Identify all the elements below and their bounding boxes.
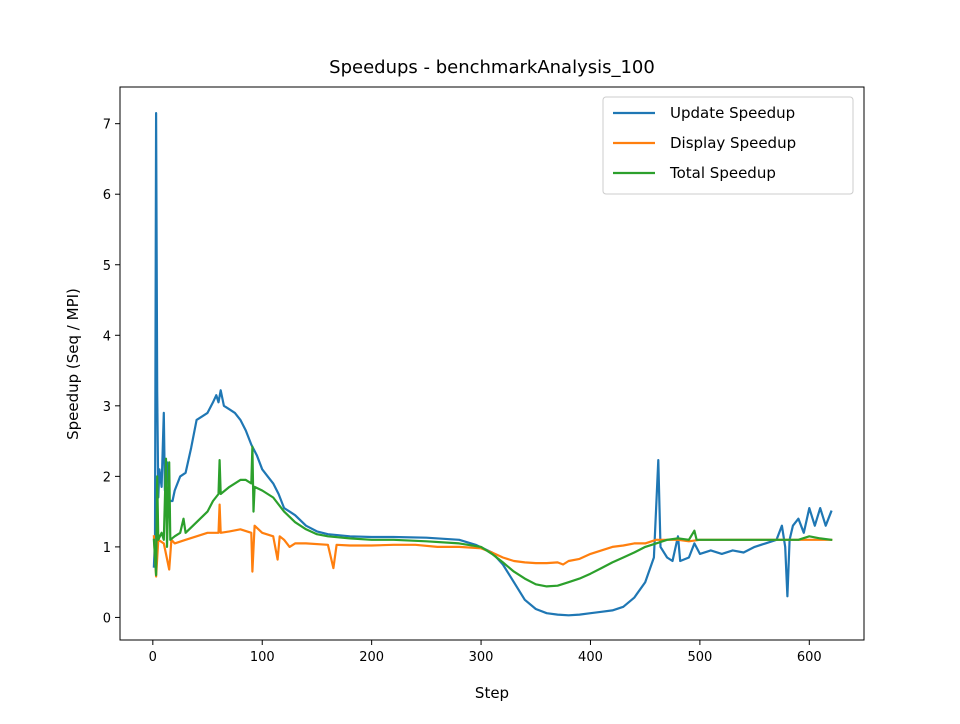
chart-title: Speedups - benchmarkAnalysis_100 [329, 57, 655, 78]
series-line-0 [152, 112, 833, 617]
plot-frame [119, 86, 865, 641]
y-tick-label: 4 [103, 329, 111, 344]
y-tick-label: 3 [103, 400, 111, 415]
x-tick-label: 0 [149, 650, 157, 665]
legend-label-2: Total Speedup [669, 164, 776, 182]
y-tick-label: 2 [103, 470, 111, 485]
x-tick-label: 600 [797, 650, 822, 665]
y-tick-label: 0 [103, 611, 111, 626]
y-tick-label: 7 [103, 118, 111, 133]
x-tick-label: 200 [359, 650, 384, 665]
legend-box [602, 96, 854, 195]
y-axis-label: Speedup (Seq / MPI) [64, 288, 82, 440]
x-tick-label: 500 [687, 650, 712, 665]
legend-label-0: Update Speedup [670, 104, 795, 122]
plot-area: 0 100 200 300 400 500 600 0 1 2 3 4 5 6 7 Update Speedu… [103, 86, 865, 665]
x-tick-label: 300 [469, 650, 494, 665]
series-line-1 [152, 503, 833, 578]
x-tick-label: 400 [578, 650, 603, 665]
legend-label-1: Display Speedup [670, 134, 796, 152]
x-tick-label: 100 [250, 650, 275, 665]
series-line-2 [152, 445, 833, 588]
y-tick-label: 1 [103, 541, 111, 556]
y-tick-label: 6 [103, 188, 111, 203]
x-axis-label: Step [475, 684, 509, 702]
legend: Update Speedup Display Speedup Total Speed… [602, 96, 854, 195]
y-tick-label: 5 [103, 259, 111, 274]
